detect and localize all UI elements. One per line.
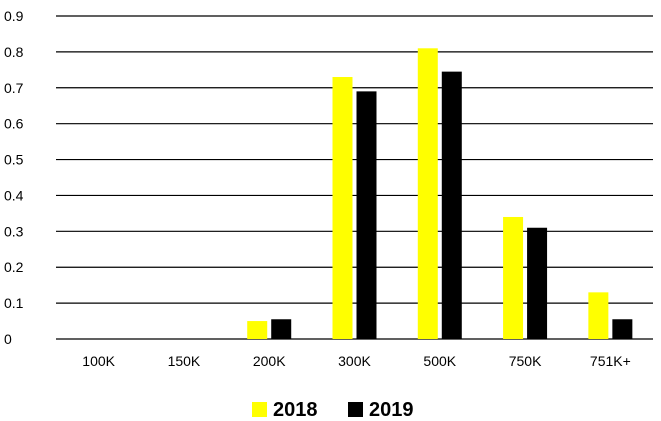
bar-2018-200K (247, 321, 268, 339)
bar-2018-300K (332, 77, 353, 339)
legend-swatch-2019 (348, 402, 363, 417)
legend-label-2018: 2018 (273, 399, 318, 421)
y-tick-label: 0.5 (4, 152, 24, 168)
y-tick-label: 0.1 (4, 295, 24, 311)
x-tick-label: 500K (423, 353, 456, 369)
bar-2019-300K (356, 91, 377, 339)
bars (247, 48, 633, 340)
y-tick-label: 0.6 (4, 116, 24, 132)
y-tick-label: 0.8 (4, 44, 24, 60)
x-tick-label: 750K (509, 353, 542, 369)
bar-2019-750K (527, 227, 548, 339)
y-axis: 0 0.1 0.2 0.3 0.4 0.5 0.6 0.7 0.8 0.9 (4, 8, 24, 347)
y-tick-label: 0.2 (4, 259, 24, 275)
legend-swatch-2018 (252, 402, 267, 417)
gridlines (56, 15, 653, 340)
bar-2018-750K (503, 216, 524, 339)
y-tick-label: 0.4 (4, 187, 24, 203)
legend: 2018 2019 (252, 399, 414, 421)
x-tick-label: 100K (82, 353, 115, 369)
legend-label-2019: 2019 (369, 399, 414, 421)
y-tick-label: 0.7 (4, 80, 24, 96)
x-tick-label: 200K (253, 353, 286, 369)
bar-2019-200K (271, 319, 292, 339)
x-tick-label: 150K (168, 353, 201, 369)
y-tick-label: 0 (4, 331, 12, 347)
y-tick-label: 0.9 (4, 8, 24, 24)
bar-2018-500K (417, 48, 438, 340)
bar-2019-500K (441, 71, 462, 339)
y-tick-label: 0.3 (4, 223, 24, 239)
x-tick-label: 751K+ (590, 353, 631, 369)
x-tick-label: 300K (338, 353, 371, 369)
bar-2018-751K+ (588, 292, 609, 339)
bar-2019-751K+ (612, 319, 633, 339)
x-axis: 100K 150K 200K 300K 500K 750K 751K+ (82, 353, 631, 369)
